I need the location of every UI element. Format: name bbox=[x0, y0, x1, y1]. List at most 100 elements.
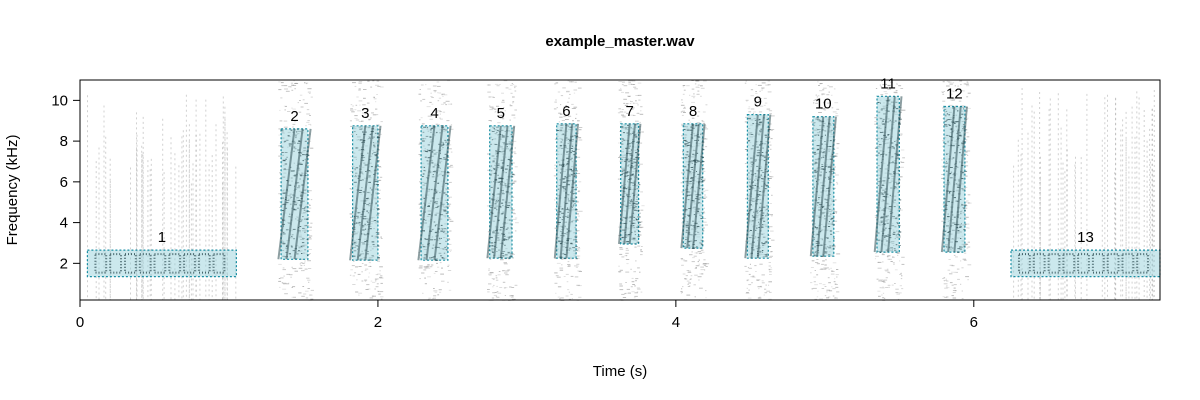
noise-speck bbox=[285, 90, 290, 92]
energy-speck bbox=[569, 169, 572, 171]
energy-speck bbox=[880, 162, 882, 164]
noise-speck bbox=[831, 248, 834, 250]
energy-speck bbox=[425, 135, 429, 137]
energy-speck bbox=[632, 238, 636, 240]
noise-speck bbox=[963, 164, 966, 166]
noise-speck bbox=[439, 262, 442, 264]
noise-speck bbox=[951, 158, 953, 160]
noise-speck bbox=[367, 288, 371, 290]
energy-speck bbox=[823, 152, 826, 154]
energy-speck bbox=[826, 188, 828, 189]
noise-speck bbox=[746, 287, 748, 289]
noise-speck bbox=[505, 270, 509, 272]
noise-speck bbox=[829, 197, 832, 199]
noise-speck bbox=[361, 280, 364, 282]
energy-speck bbox=[566, 176, 568, 178]
energy-speck bbox=[431, 162, 434, 164]
energy-speck bbox=[297, 200, 301, 201]
noise-speck bbox=[770, 171, 772, 173]
noise-speck bbox=[699, 125, 701, 127]
noise-speck bbox=[509, 295, 514, 297]
energy-speck bbox=[445, 240, 448, 242]
noise-speck bbox=[278, 145, 282, 147]
noise-speck bbox=[633, 239, 638, 241]
energy-speck bbox=[572, 200, 576, 202]
energy-speck bbox=[963, 126, 965, 128]
noise-speck bbox=[965, 207, 968, 209]
noise-speck bbox=[285, 212, 287, 214]
energy-speck bbox=[754, 119, 757, 121]
energy-speck bbox=[817, 149, 820, 151]
energy-speck bbox=[359, 258, 363, 260]
noise-speck bbox=[626, 112, 628, 114]
energy-speck bbox=[634, 133, 637, 135]
noise-speck bbox=[430, 139, 433, 141]
noise-speck bbox=[703, 259, 706, 261]
energy-speck bbox=[697, 173, 700, 175]
energy-speck bbox=[298, 230, 301, 232]
noise-speck bbox=[883, 279, 888, 281]
noise-speck bbox=[749, 136, 753, 138]
noise-speck bbox=[571, 242, 573, 243]
noise-speck bbox=[300, 258, 302, 259]
noise-speck bbox=[358, 294, 360, 296]
noise-speck bbox=[891, 242, 895, 244]
noise-speck bbox=[514, 217, 518, 219]
noise-speck bbox=[621, 293, 625, 295]
energy-speck bbox=[748, 140, 751, 142]
energy-speck bbox=[685, 209, 688, 211]
noise-speck bbox=[951, 284, 954, 286]
noise-speck bbox=[379, 277, 384, 279]
energy-speck bbox=[359, 212, 361, 213]
noise-speck bbox=[624, 104, 628, 106]
energy-speck bbox=[832, 145, 834, 147]
energy-speck bbox=[961, 204, 963, 206]
noise-speck bbox=[821, 93, 826, 95]
noise-speck bbox=[941, 91, 944, 93]
noise-speck bbox=[948, 227, 951, 229]
noise-speck bbox=[899, 260, 901, 262]
energy-speck bbox=[696, 193, 699, 195]
noise-speck bbox=[942, 93, 945, 95]
energy-speck bbox=[693, 160, 696, 162]
energy-speck bbox=[375, 220, 378, 222]
noise-speck bbox=[941, 220, 943, 222]
noise-speck bbox=[419, 265, 423, 267]
noise-speck bbox=[637, 104, 639, 106]
energy-speck bbox=[353, 226, 356, 228]
noise-speck bbox=[757, 133, 760, 135]
noise-speck bbox=[577, 137, 581, 139]
noise-speck bbox=[698, 252, 702, 254]
noise-speck bbox=[562, 130, 565, 132]
energy-speck bbox=[573, 168, 575, 170]
energy-speck bbox=[431, 127, 433, 129]
noise-speck bbox=[828, 251, 831, 253]
energy-speck bbox=[833, 155, 837, 157]
energy-speck bbox=[567, 194, 570, 196]
energy-speck bbox=[557, 221, 561, 223]
energy-speck bbox=[567, 151, 570, 152]
energy-speck bbox=[438, 243, 442, 245]
noise-speck bbox=[826, 194, 829, 196]
noise-speck bbox=[350, 216, 353, 218]
noise-speck bbox=[352, 82, 356, 84]
energy-speck bbox=[690, 188, 692, 190]
noise-speck bbox=[760, 89, 763, 91]
noise-speck bbox=[759, 263, 763, 265]
noise-speck bbox=[568, 115, 572, 117]
energy-speck bbox=[628, 161, 631, 163]
noise-speck bbox=[901, 161, 905, 163]
noise-speck bbox=[963, 259, 967, 261]
noise-speck bbox=[298, 236, 302, 238]
noise-speck bbox=[310, 289, 314, 291]
noise-speck bbox=[690, 275, 693, 277]
noise-speck bbox=[450, 251, 452, 252]
noise-speck bbox=[697, 207, 699, 209]
noise-speck bbox=[877, 127, 880, 128]
noise-speck bbox=[308, 190, 312, 192]
noise-speck bbox=[565, 241, 567, 243]
energy-speck bbox=[955, 121, 959, 123]
noise-speck bbox=[701, 225, 703, 227]
noise-speck bbox=[514, 87, 516, 89]
noise-speck bbox=[279, 109, 281, 111]
